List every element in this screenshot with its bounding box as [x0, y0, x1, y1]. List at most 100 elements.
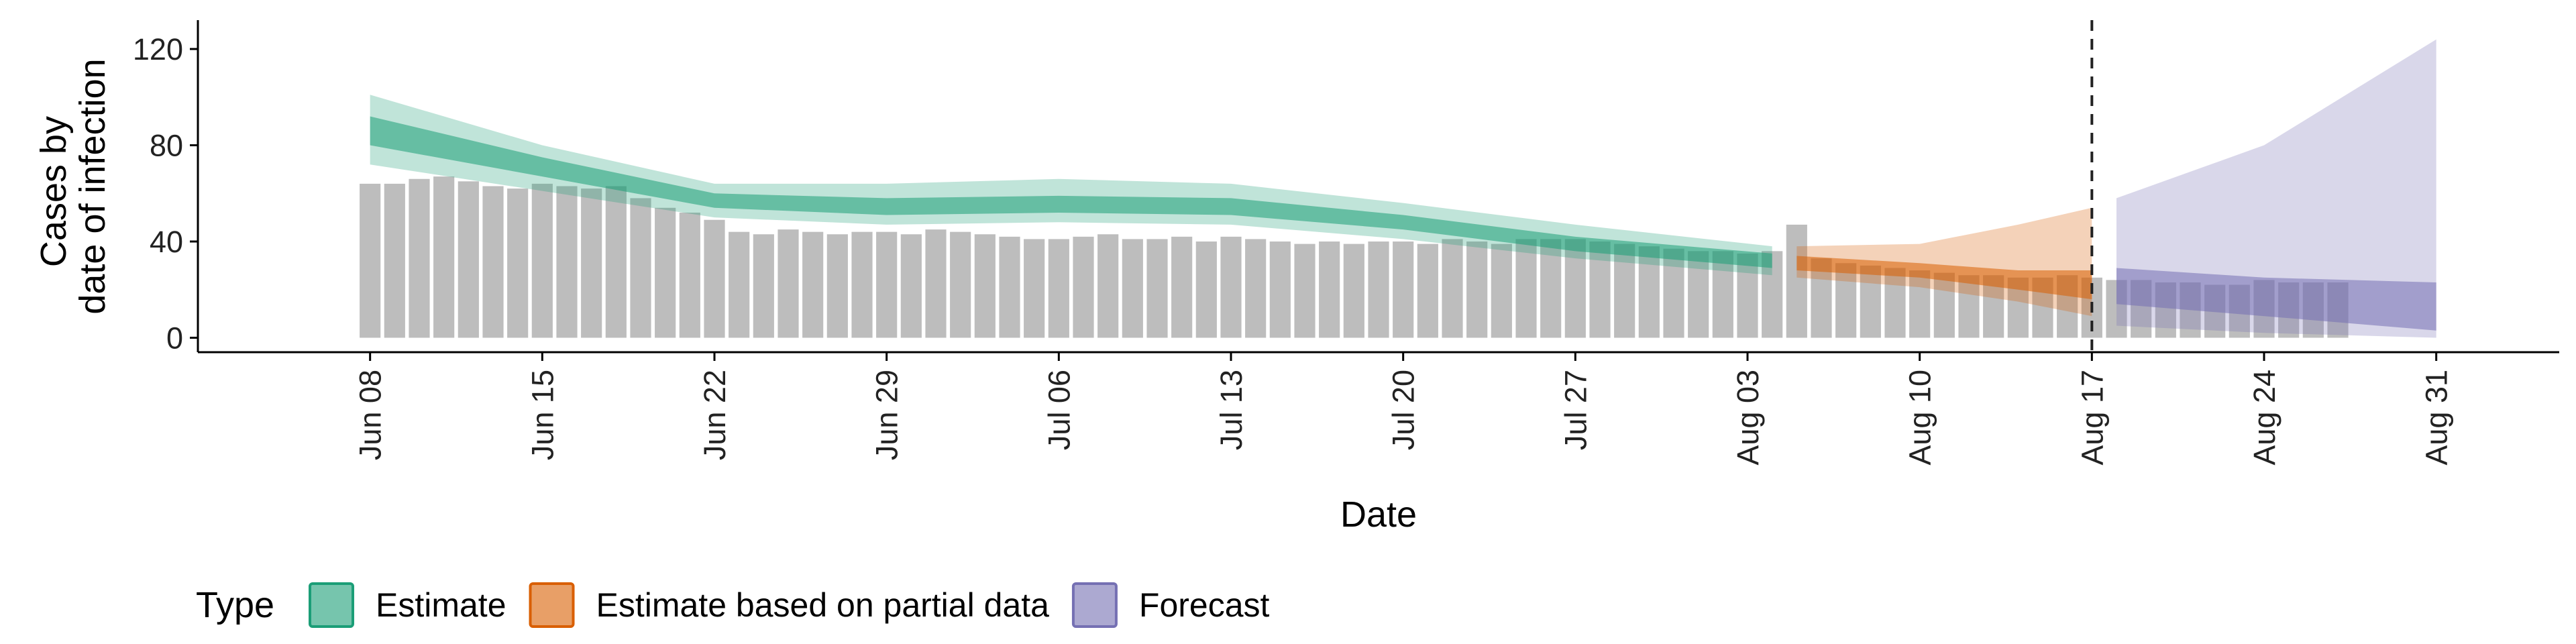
case-bar	[753, 234, 774, 338]
case-bar	[1884, 268, 1906, 338]
x-tick-label: Aug 10	[1903, 370, 1937, 466]
legend-label-estimate-based-on-partial-data: Estimate based on partial data	[596, 586, 1050, 624]
y-tick-label: 120	[133, 32, 183, 66]
case-bar	[1688, 251, 1709, 338]
case-bar	[1024, 239, 1045, 338]
x-tick-label: Aug 17	[2075, 370, 2109, 466]
y-axis-title-line-2: date of infection	[72, 58, 113, 314]
case-bar	[1097, 234, 1119, 338]
case-bar	[925, 229, 947, 338]
case-bar	[802, 231, 824, 338]
case-bar	[1933, 272, 1955, 338]
x-tick-label: Aug 31	[2420, 370, 2454, 466]
case-bar	[1294, 244, 1316, 338]
case-bar	[1589, 241, 1611, 338]
case-bar	[1466, 241, 1488, 338]
case-bar	[1958, 275, 1980, 338]
case-bar	[1122, 239, 1143, 338]
forecast-band-50	[2116, 268, 2436, 331]
case-bar	[1540, 239, 1562, 338]
y-axis-title-line-1: Cases by	[34, 116, 74, 267]
case-bar	[556, 186, 578, 338]
case-bar	[1860, 265, 1881, 338]
case-bar	[1442, 239, 1463, 338]
x-tick-label: Jul 27	[1558, 370, 1593, 450]
x-axis-title: Date	[1340, 494, 1417, 535]
case-bar	[1048, 239, 1069, 338]
x-tick-label: Jul 13	[1214, 370, 1248, 450]
case-bar	[1614, 244, 1635, 338]
case-bar	[704, 219, 725, 338]
case-bar	[1319, 241, 1340, 338]
case-bar	[384, 183, 405, 338]
case-bar	[360, 183, 381, 338]
case-bar	[655, 207, 676, 338]
case-bar	[1491, 244, 1512, 338]
case-bar	[605, 186, 627, 338]
case-bar	[409, 178, 430, 338]
case-bar	[1737, 253, 1758, 338]
case-bar	[1564, 239, 1586, 338]
case-bar	[630, 198, 651, 338]
case-bar	[851, 231, 873, 338]
case-bar	[1835, 263, 1857, 338]
case-bar	[1269, 241, 1291, 338]
y-axis-ticks: 0 40 80 120	[133, 32, 198, 355]
axes	[197, 20, 2559, 354]
case-bar	[1368, 241, 1389, 338]
case-bar	[1909, 270, 1931, 338]
case-bar	[826, 234, 848, 338]
case-bar	[458, 181, 479, 338]
x-tick-label: Jul 20	[1387, 370, 1421, 450]
case-bar	[482, 186, 504, 338]
case-bar	[1393, 241, 1414, 338]
case-bar	[679, 212, 700, 338]
x-tick-label: Jul 06	[1042, 370, 1076, 450]
estimate-bands	[370, 39, 2436, 338]
case-bar	[1786, 224, 1807, 338]
x-tick-label: Jun 29	[870, 370, 904, 460]
case-bar	[1073, 236, 1094, 338]
case-bar	[1171, 236, 1193, 338]
x-tick-label: Jun 08	[354, 370, 388, 460]
case-bar	[777, 229, 799, 338]
case-bar	[581, 189, 602, 338]
case-bar	[1638, 246, 1660, 338]
case-bar	[507, 189, 529, 338]
case-bar	[433, 176, 455, 338]
legend-label-forecast: Forecast	[1139, 586, 1270, 624]
y-tick-label: 40	[150, 225, 183, 259]
case-bar	[1220, 236, 1242, 338]
legend-items: Estimate Estimate based on partial data Fo…	[309, 582, 1270, 628]
observed-cases-bars	[360, 176, 2349, 338]
case-bar	[950, 231, 971, 338]
case-bar	[729, 231, 750, 338]
legend: Type Estimate Estimate based on partial d…	[196, 582, 1270, 628]
forecast-band-90	[2116, 39, 2436, 338]
case-bar	[1712, 251, 1733, 338]
estimate-based-on-partial-data-band-50	[1796, 256, 2092, 300]
x-axis-ticks: Jun 08 Jun 15 Jun 22 Jun 29 Jul 06 Jul 13 Jul …	[354, 352, 2454, 466]
case-bar	[876, 231, 898, 338]
case-bar	[1245, 239, 1267, 338]
case-bar	[974, 234, 996, 338]
y-axis-title: Cases by date of infection	[34, 58, 113, 314]
legend-swatch-estimate-based-on-partial-data	[529, 582, 575, 628]
x-tick-label: Aug 24	[2247, 370, 2282, 466]
case-bar	[1195, 241, 1217, 338]
legend-title: Type	[196, 585, 274, 625]
legend-swatch-forecast	[1071, 582, 1118, 628]
y-tick-label: 80	[150, 129, 183, 163]
case-bar	[999, 236, 1020, 338]
y-tick-label: 0	[166, 321, 183, 355]
case-bar	[1343, 244, 1364, 338]
case-bar	[1663, 248, 1684, 338]
legend-label-estimate: Estimate	[376, 586, 506, 624]
estimate-band-50	[370, 116, 1772, 268]
case-bar	[531, 183, 553, 338]
x-tick-label: Aug 03	[1731, 370, 1765, 466]
case-bar	[900, 234, 922, 338]
legend-swatch-estimate	[309, 582, 354, 628]
case-bar	[1417, 244, 1438, 338]
